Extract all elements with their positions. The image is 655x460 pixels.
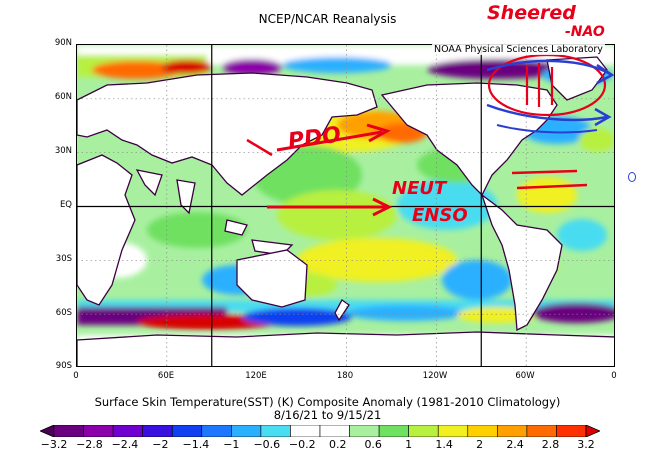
colorbar-swatch [83,425,114,437]
colorbar-left-arrow [40,425,55,437]
lat-label-30s: 30S [55,254,72,264]
colorbar-tick-label: −3.2 [40,438,68,451]
colorbar-right-arrow [585,425,600,437]
colorbar-swatch [378,425,409,437]
colorbar-swatch [260,425,291,437]
colorbar-swatch [319,425,350,437]
colorbar-tick-label: −2 [152,438,169,451]
colorbar-tick-label: 2.4 [506,438,524,451]
sst-anomaly-map [76,44,615,367]
caption-line-1: Surface Skin Temperature(SST) (K) Compos… [94,395,561,409]
colorbar-swatch [290,425,321,437]
lon-label-120e: 120E [245,371,267,381]
lat-label-eq: EQ [59,200,72,210]
lon-label-60w: 60W [515,371,535,381]
colorbar-tick-label: 1 [405,438,413,451]
colorbar-tick-label: 3.2 [577,438,595,451]
colorbar-swatch [201,425,232,437]
colorbar-tick-label: 0.6 [364,438,382,451]
plot-title: NCEP/NCAR Reanalysis [258,12,397,26]
colorbar-tick-label: 1.4 [435,438,453,451]
colorbar-swatch [142,425,173,437]
annotation-strokes [246,53,614,217]
lon-label-0-right: 0 [611,371,617,381]
lat-label-30n: 30N [54,146,72,156]
lon-label-180: 180 [336,371,354,381]
colorbar-swatch [467,425,498,437]
colorbar-tick-label: 0.2 [328,438,347,451]
colorbar-swatch [112,425,143,437]
lat-label-90n: 90N [54,38,72,48]
colorbar-swatch [171,425,203,437]
colorbar-swatch [231,425,262,437]
annotation-sheered: Sheered [487,2,576,24]
colorbar-tick-label: 2 [476,438,484,451]
colorbar-swatch [408,425,439,437]
colorbar-swatch [526,425,557,437]
colorbar-tick-label: −0.2 [288,438,316,451]
annotation-neut: NEUT [392,178,447,199]
colorbar-swatch [497,425,528,437]
data-credit: NOAA Physical Sciences Laboratory [432,44,605,55]
colorbar-tick-label: −1 [223,438,240,451]
colorbar [40,425,600,437]
lon-label-60e: 60E [157,371,175,381]
colorbar-swatch [437,425,469,437]
colorbar-swatch [556,425,587,437]
lat-label-60n: 60N [54,92,72,102]
lat-label-60s: 60S [55,308,72,318]
map-svg [77,45,614,366]
colorbar-tick-label: −1.4 [182,438,210,451]
colorbar-tick-label: −2.8 [76,438,103,451]
lon-label-120w: 120W [422,371,448,381]
colorbar-tick-label: −0.6 [253,438,281,451]
colorbar-tick-label: −2.4 [111,438,139,451]
annotation-nao: -NAO [565,24,605,40]
lon-label-0: 0 [73,371,79,381]
small-blue-mark [628,172,636,182]
colorbar-tick-label: 2.8 [541,438,560,451]
annotation-enso: ENSO [412,205,468,226]
caption-line-2: 8/16/21 to 9/15/21 [273,408,382,422]
colorbar-swatch [53,425,84,437]
colorbar-swatch [349,425,380,437]
lat-label-90s: 90S [55,361,72,371]
